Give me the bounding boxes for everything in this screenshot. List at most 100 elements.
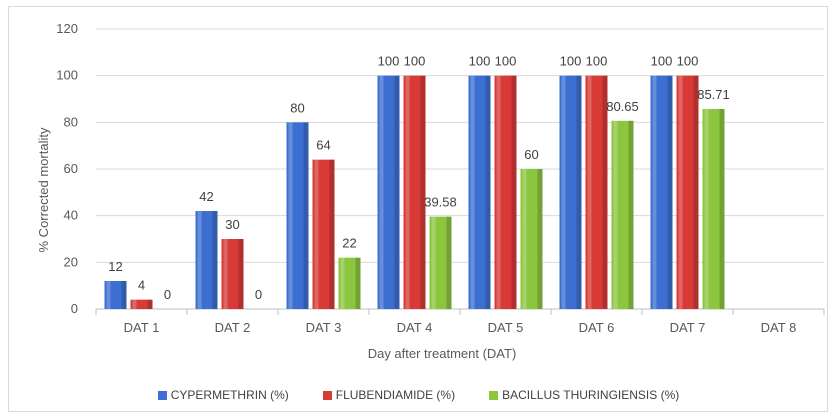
bar-highlight <box>288 122 293 309</box>
legend-label-flubendiamide: FLUBENDIAMIDE (%) <box>335 388 456 402</box>
legend: CYPERMETHRIN (%) FLUBENDIAMIDE (%) BACIL… <box>0 388 837 402</box>
x-tick-label: DAT 7 <box>670 320 706 335</box>
bar-shade <box>485 75 491 310</box>
bar-shade <box>719 109 725 309</box>
legend-item-flubendiamide: FLUBENDIAMIDE (%) <box>322 388 456 402</box>
data-label: 64 <box>316 138 330 153</box>
bar-highlight <box>223 239 228 309</box>
data-label: 80.65 <box>606 99 639 114</box>
legend-swatch-flubendiamide <box>322 390 332 400</box>
bar <box>312 159 335 309</box>
data-label: 30 <box>225 217 239 232</box>
x-tick-label: DAT 1 <box>124 320 160 335</box>
bar-shade <box>238 239 244 309</box>
bar <box>702 109 725 309</box>
data-label: 0 <box>164 287 171 302</box>
y-axis-ticks: 0 20 40 60 80 100 120 <box>56 21 78 316</box>
bar <box>650 75 673 310</box>
bar-highlight <box>197 211 202 309</box>
x-tick-label: DAT 6 <box>579 320 615 335</box>
bar-shade <box>537 169 543 309</box>
data-label: 39.58 <box>424 195 457 210</box>
bar-shade <box>121 281 127 309</box>
y-tick-label: 120 <box>56 21 78 36</box>
legend-swatch-cypermethrin <box>157 390 167 400</box>
data-label: 12 <box>108 259 122 274</box>
bar-shade <box>355 257 361 309</box>
data-labels: 12 42 80 100 100 100 100 4 30 64 100 100 100 100 0 0 22 3… <box>108 54 730 302</box>
data-label: 100 <box>469 54 491 69</box>
bar <box>286 122 309 309</box>
bar-shade <box>511 75 517 310</box>
bar-highlight <box>314 159 319 309</box>
bar-shade <box>420 75 426 310</box>
data-label: 0 <box>255 287 262 302</box>
bar <box>585 75 608 310</box>
bar <box>520 169 543 309</box>
bar-shade <box>576 75 582 310</box>
x-tick-label: DAT 5 <box>488 320 524 335</box>
legend-label-bacillus-thuringiensis: BACILLUS THURINGIENSIS (%) <box>502 388 680 402</box>
bar-highlight <box>587 75 592 310</box>
data-label: 85.71 <box>697 87 730 102</box>
data-label: 100 <box>586 54 608 69</box>
bar <box>611 120 634 309</box>
x-tick-label: DAT 3 <box>306 320 342 335</box>
y-axis-title: % Corrected mortality <box>36 127 51 252</box>
bar <box>377 75 400 310</box>
bar-highlight <box>678 75 683 310</box>
x-axis-title: Day after treatment (DAT) <box>368 346 517 361</box>
y-tick-label: 0 <box>71 301 78 316</box>
bar <box>104 281 127 309</box>
bar-highlight <box>132 299 137 309</box>
bar-highlight <box>470 75 475 310</box>
bar-shade <box>667 75 673 310</box>
data-label: 60 <box>524 147 538 162</box>
bar-highlight <box>522 169 527 309</box>
bar-shade <box>212 211 218 309</box>
legend-item-bacillus-thuringiensis: BACILLUS THURINGIENSIS (%) <box>489 388 679 402</box>
bar <box>468 75 491 310</box>
bar <box>195 211 218 309</box>
y-tick-label: 20 <box>64 254 78 269</box>
bar <box>338 257 361 309</box>
bar <box>559 75 582 310</box>
data-label: 100 <box>677 54 699 69</box>
y-tick-label: 100 <box>56 68 78 83</box>
legend-swatch-bacillus-thuringiensis <box>489 390 499 400</box>
bar-highlight <box>613 120 618 309</box>
y-tick-label: 60 <box>64 161 78 176</box>
x-tick-label: DAT 2 <box>215 320 251 335</box>
data-label: 100 <box>378 54 400 69</box>
bar-shade <box>147 299 153 309</box>
data-label: 100 <box>560 54 582 69</box>
y-tick-label: 80 <box>64 114 78 129</box>
bar <box>429 216 452 309</box>
bars <box>104 75 725 310</box>
bar-highlight <box>561 75 566 310</box>
bar <box>494 75 517 310</box>
x-axis-ticks: DAT 1 DAT 2 DAT 3 DAT 4 DAT 5 DAT 6 DAT 7 DAT 8 <box>124 320 797 335</box>
bar-highlight <box>652 75 657 310</box>
bar-shade <box>446 216 452 309</box>
legend-label-cypermethrin: CYPERMETHRIN (%) <box>170 388 289 402</box>
data-label: 22 <box>342 236 356 251</box>
x-tick-label: DAT 8 <box>761 320 797 335</box>
bar <box>130 299 153 309</box>
bar-shade <box>329 159 335 309</box>
data-label: 100 <box>495 54 517 69</box>
bar <box>403 75 426 310</box>
data-label: 42 <box>199 189 213 204</box>
data-label: 4 <box>138 278 145 293</box>
data-label: 80 <box>290 100 304 115</box>
bar-highlight <box>379 75 384 310</box>
bar-shade <box>394 75 400 310</box>
data-label: 100 <box>404 54 426 69</box>
bar-shade <box>602 75 608 310</box>
bar-highlight <box>704 109 709 309</box>
x-tick-label: DAT 4 <box>397 320 433 335</box>
y-tick-label: 40 <box>64 208 78 223</box>
bar-highlight <box>340 257 345 309</box>
bar-highlight <box>496 75 501 310</box>
